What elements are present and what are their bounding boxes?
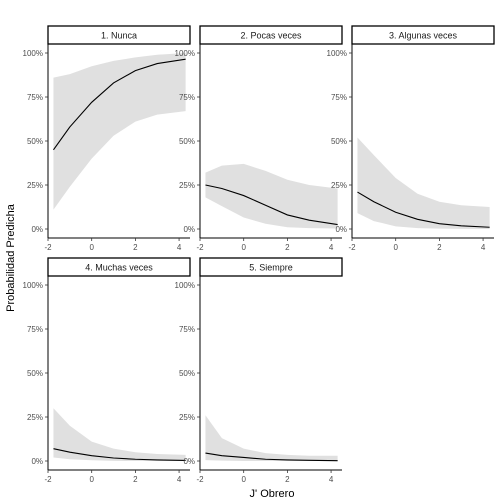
y-tick-label: 0% bbox=[335, 225, 347, 234]
x-tick-label: 4 bbox=[329, 475, 334, 484]
y-tick-label: 50% bbox=[331, 137, 347, 146]
y-tick-label: 0% bbox=[183, 225, 195, 234]
predicted-line bbox=[205, 184, 338, 226]
predicted-line bbox=[53, 448, 186, 462]
x-tick-label: 2 bbox=[133, 243, 138, 252]
panel-strip bbox=[199, 257, 343, 277]
x-tick-label: 4 bbox=[481, 243, 486, 252]
x-tick-label: -2 bbox=[196, 475, 204, 484]
x-tick-label: 0 bbox=[89, 243, 94, 252]
x-tick-label: -2 bbox=[196, 243, 204, 252]
x-tick-label: 4 bbox=[329, 243, 334, 252]
y-tick-label: 75% bbox=[179, 93, 195, 102]
panel-title: 2. Pocas veces bbox=[240, 31, 302, 41]
x-tick-label: 0 bbox=[393, 243, 398, 252]
y-tick-label: 100% bbox=[327, 49, 347, 58]
predicted-line bbox=[205, 452, 338, 462]
y-tick-label: 75% bbox=[27, 93, 43, 102]
y-tick-label: 50% bbox=[179, 369, 195, 378]
x-tick-label: 2 bbox=[285, 243, 290, 252]
y-tick-label: 50% bbox=[179, 137, 195, 146]
y-tick-label: 100% bbox=[23, 49, 43, 58]
y-tick-label: 100% bbox=[23, 281, 43, 290]
x-tick-label: 2 bbox=[133, 475, 138, 484]
panel-title: 3. Algunas veces bbox=[389, 31, 458, 41]
x-tick-label: 0 bbox=[89, 475, 94, 484]
x-tick-label: 2 bbox=[437, 243, 442, 252]
y-tick-label: 25% bbox=[27, 181, 43, 190]
panel-algunas-veces: 3. Algunas veces 0% 25% 50% 75% 100% -2 0 2 4 bbox=[327, 25, 495, 252]
x-tick-label: 2 bbox=[285, 475, 290, 484]
y-tick-label: 100% bbox=[175, 49, 195, 58]
predicted-line bbox=[357, 191, 490, 228]
y-tick-label: 75% bbox=[27, 325, 43, 334]
y-tick-label: 75% bbox=[331, 93, 347, 102]
y-tick-label: 100% bbox=[175, 281, 195, 290]
x-tick-label: -2 bbox=[348, 243, 356, 252]
panel-strip bbox=[351, 25, 495, 45]
x-tick-label: 0 bbox=[241, 475, 246, 484]
y-tick-label: 0% bbox=[31, 457, 43, 466]
y-tick-label: 75% bbox=[179, 325, 195, 334]
x-tick-label: -2 bbox=[44, 243, 52, 252]
x-axis-title: J' Obrero bbox=[250, 488, 295, 500]
confidence-ribbon bbox=[357, 137, 490, 229]
y-tick-label: 25% bbox=[179, 413, 195, 422]
panel-strip bbox=[47, 25, 191, 45]
x-tick-label: -2 bbox=[44, 475, 52, 484]
panel-pocas-veces: 2. Pocas veces 0% 25% 50% 75% 100% -2 0 2 4 bbox=[175, 25, 343, 252]
panel-title: 4. Muchas veces bbox=[85, 263, 153, 273]
confidence-ribbon bbox=[205, 163, 338, 229]
panel-title: 1. Nunca bbox=[101, 31, 137, 41]
panel-strip bbox=[47, 257, 191, 277]
panel-muchas-veces: 4. Muchas veces 0% 25% 50% 75% 100% -2 0 2 4 bbox=[23, 257, 191, 484]
y-tick-label: 25% bbox=[27, 413, 43, 422]
y-axis-title: Probabilidad Predicha bbox=[5, 203, 17, 312]
confidence-ribbon bbox=[205, 415, 338, 461]
x-tick-label: 4 bbox=[177, 475, 182, 484]
predicted-line bbox=[53, 58, 186, 151]
x-tick-label: 4 bbox=[177, 243, 182, 252]
panel-strip bbox=[199, 25, 343, 45]
y-tick-label: 50% bbox=[27, 137, 43, 146]
panel-siempre: 5. Siempre 0% 25% 50% 75% 100% -2 0 2 4 bbox=[175, 257, 343, 484]
x-tick-label: 0 bbox=[241, 243, 246, 252]
y-tick-label: 25% bbox=[331, 181, 347, 190]
y-tick-label: 0% bbox=[183, 457, 195, 466]
panel-title: 5. Siempre bbox=[249, 263, 293, 273]
confidence-ribbon bbox=[53, 408, 186, 461]
confidence-ribbon bbox=[53, 53, 186, 210]
y-tick-label: 50% bbox=[27, 369, 43, 378]
y-tick-label: 25% bbox=[179, 181, 195, 190]
panel-nunca: 1. Nunca 0% 25% 50% 75% 100% -2 0 2 4 bbox=[23, 25, 191, 252]
y-tick-label: 0% bbox=[31, 225, 43, 234]
